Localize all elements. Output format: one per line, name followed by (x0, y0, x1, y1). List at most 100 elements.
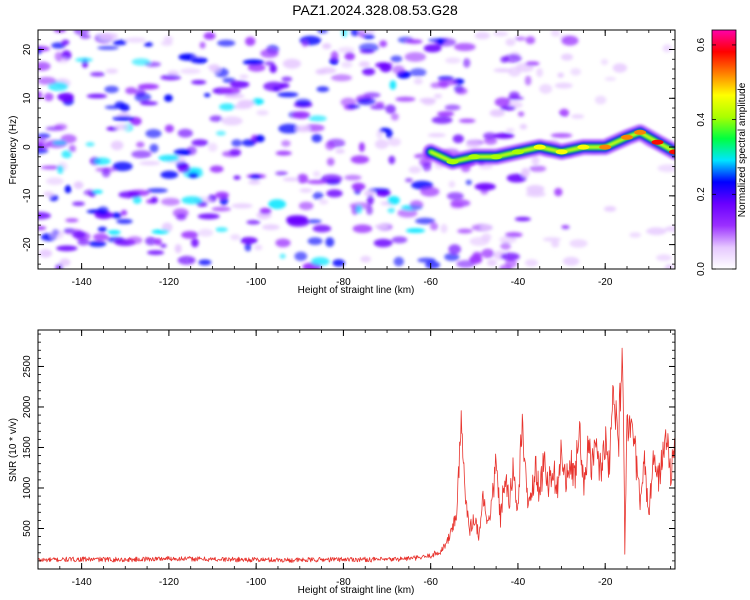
spectrogram-noise-blob (360, 255, 372, 263)
spectrogram-noise-blob (499, 236, 517, 244)
spectrogram-noise-blob (417, 257, 436, 263)
spectrogram-noise-blob (118, 191, 141, 199)
spectrogram-noise-blob (387, 207, 395, 214)
spectrogram-noise-blob (570, 68, 582, 76)
y-tick-label: -20 (22, 237, 33, 252)
spectrogram-noise-blob (505, 232, 523, 238)
spectrogram-noise-blob (254, 244, 263, 251)
spectrogram-noise-blob (312, 170, 321, 178)
spectrogram-noise-blob (344, 52, 356, 61)
spectrogram-noise-blob (344, 174, 362, 181)
spectrogram-noise-blob (49, 229, 64, 240)
spectrogram-noise-blob (99, 32, 119, 40)
spectrogram-noise-blob (409, 68, 427, 77)
spectrogram-noise-blob (554, 82, 573, 89)
spectrogram-noise-blob (474, 182, 496, 191)
spectrogram-noise-blob (499, 264, 512, 269)
spectrogram-noise-blob (656, 254, 672, 262)
spectrogram-noise-blob (557, 72, 564, 78)
spectrogram-noise-blob (219, 87, 241, 95)
spectrogram-noise-blob (645, 60, 654, 65)
spectrogram-noise-blob (620, 112, 635, 119)
spectrogram-noise-blob (405, 39, 423, 44)
spectrogram-noise-blob (362, 67, 376, 76)
spectrogram-noise-blob (388, 137, 401, 147)
spectrogram-noise-blob (554, 187, 563, 197)
spectrogram-noise-blob (326, 157, 335, 166)
spectrogram-noise-blob (209, 115, 223, 122)
colorbar-tick-label: 0.0 (696, 262, 707, 276)
spectrogram-noise-blob (591, 120, 599, 129)
spectrogram-noise-blob (143, 42, 153, 47)
spectrogram-noise-blob (97, 226, 107, 232)
spectrogram-noise-blob (177, 255, 196, 265)
spectrogram-noise-blob (595, 227, 615, 238)
spectrogram-noise-blob (254, 134, 265, 143)
spectrogram-noise-blob (263, 81, 285, 92)
spectrogram-noise-blob (64, 185, 72, 194)
spectrogram-noise-blob (526, 184, 545, 194)
spectrogram-noise-blob (364, 190, 375, 197)
spectrogram-noise-blob (57, 165, 64, 175)
spectrogram-noise-blob (363, 34, 375, 39)
spectrogram-noise-blob (54, 123, 68, 131)
spectrogram-noise-blob (387, 196, 400, 205)
spectrogram-noise-blob (391, 236, 408, 244)
spectrogram-noise-blob (395, 96, 416, 102)
spectrogram-noise-blob (647, 35, 666, 44)
spectrogram-noise-blob (457, 228, 473, 234)
spectrogram-noise-blob (646, 227, 667, 236)
spectrogram-noise-blob (160, 243, 167, 248)
spectrogram-noise-blob (104, 85, 119, 94)
spectrogram-noise-blob (222, 77, 236, 84)
spectrogram-noise-blob (446, 192, 464, 201)
spectrogram-noise-blob (38, 91, 43, 100)
spectrogram-noise-blob (68, 144, 77, 153)
spectrogram-noise-blob (164, 94, 173, 102)
spectrogram-noise-blob (550, 30, 561, 37)
spectrogram-noise-blob (330, 50, 339, 61)
spectrogram-noise-blob (246, 220, 261, 225)
spectrogram-noise-blob (264, 61, 275, 66)
spectrogram-noise-blob (160, 40, 173, 47)
spectrogram-noise-blob (337, 46, 355, 54)
spectrogram-noise-blob (392, 65, 405, 75)
spectrogram-noise-blob (54, 51, 63, 62)
spectrogram-noise-blob (664, 225, 675, 232)
spectrogram-noise-blob (521, 167, 530, 178)
spectrogram-noise-blob (604, 206, 617, 212)
spectrogram-noise-blob (298, 201, 314, 211)
spectrogram-ridge-hotspot (621, 134, 633, 140)
snr-background (38, 330, 675, 569)
y-tick-label: 500 (22, 520, 33, 537)
y-tick-label: 2500 (22, 355, 33, 378)
spectrogram-noise-blob (282, 177, 300, 182)
spectrogram-ridge-hotspot (634, 129, 647, 135)
spectrogram-noise-blob (350, 155, 370, 164)
spectrogram-noise-blob (570, 87, 593, 96)
spectrogram-noise-blob (301, 40, 308, 47)
spectrogram-noise-blob (38, 137, 47, 144)
spectrogram-noise-blob (587, 30, 607, 34)
spectrogram-noise-blob (278, 123, 300, 134)
spectrogram-noise-blob (608, 45, 626, 53)
spectrogram-noise-blob (504, 54, 522, 63)
spectrogram-noise-blob (209, 64, 221, 73)
spectrogram-noise-blob (275, 238, 291, 248)
spectrogram-noise-blob (52, 140, 67, 146)
colorbar-tick-label: 0.2 (696, 187, 707, 201)
spectrogram-noise-blob (219, 103, 236, 111)
spectrogram-noise-blob (657, 164, 675, 173)
spectrogram-noise-blob (433, 93, 443, 99)
spectrogram-noise-blob (281, 140, 291, 147)
spectrogram-noise-blob (308, 115, 327, 122)
spectrogram-noise-blob (425, 260, 441, 269)
spectrogram-noise-blob (240, 237, 258, 245)
spectrogram-noise-blob (582, 204, 592, 210)
spectrogram-noise-blob (282, 58, 301, 69)
spectrogram-noise-blob (524, 259, 539, 267)
spectrogram-noise-blob (191, 80, 207, 85)
spectrogram-noise-blob (215, 227, 228, 233)
x-tick-label: -80 (336, 577, 351, 588)
